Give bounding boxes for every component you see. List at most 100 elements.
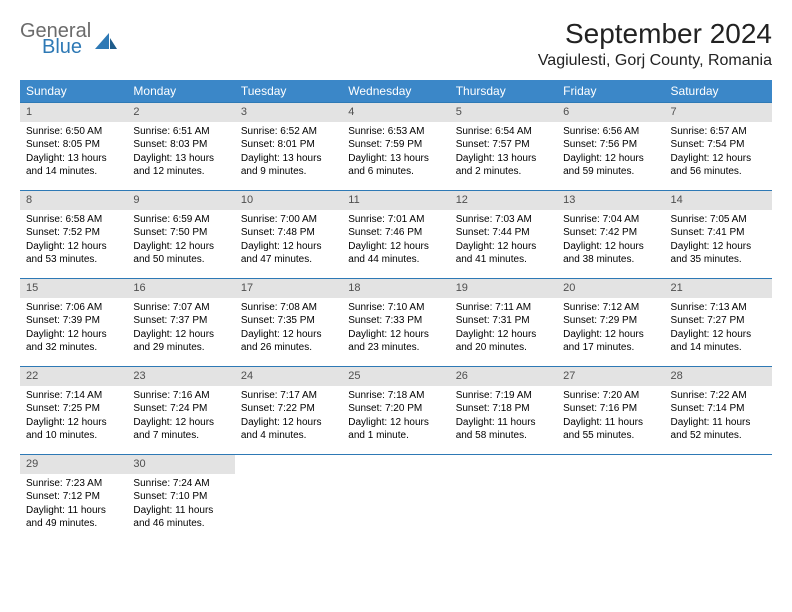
day-body: Sunrise: 7:13 AMSunset: 7:27 PMDaylight:… bbox=[665, 298, 772, 361]
sunrise-line: Sunrise: 7:13 AM bbox=[671, 301, 766, 315]
day-cell: 11Sunrise: 7:01 AMSunset: 7:46 PMDayligh… bbox=[342, 191, 449, 279]
day-cell: 2Sunrise: 6:51 AMSunset: 8:03 PMDaylight… bbox=[127, 103, 234, 191]
day-number: 21 bbox=[665, 279, 772, 298]
sunset-line: Sunset: 7:57 PM bbox=[456, 138, 551, 152]
logo-blue: Blue bbox=[42, 38, 91, 56]
daylight-line: Daylight: 11 hours bbox=[563, 416, 658, 430]
day-number: 13 bbox=[557, 191, 664, 210]
sunset-line: Sunset: 7:16 PM bbox=[563, 402, 658, 416]
daylight-line: and 53 minutes. bbox=[26, 253, 121, 267]
daylight-line: Daylight: 12 hours bbox=[26, 416, 121, 430]
day-number: 30 bbox=[127, 455, 234, 474]
day-cell: 13Sunrise: 7:04 AMSunset: 7:42 PMDayligh… bbox=[557, 191, 664, 279]
daylight-line: Daylight: 13 hours bbox=[133, 152, 228, 166]
daylight-line: Daylight: 12 hours bbox=[348, 416, 443, 430]
day-body: Sunrise: 7:04 AMSunset: 7:42 PMDaylight:… bbox=[557, 210, 664, 273]
sunset-line: Sunset: 7:42 PM bbox=[563, 226, 658, 240]
day-number: 24 bbox=[235, 367, 342, 386]
sunset-line: Sunset: 7:54 PM bbox=[671, 138, 766, 152]
day-body: Sunrise: 6:57 AMSunset: 7:54 PMDaylight:… bbox=[665, 122, 772, 185]
daylight-line: Daylight: 12 hours bbox=[671, 328, 766, 342]
daylight-line: and 4 minutes. bbox=[241, 429, 336, 443]
sunset-line: Sunset: 7:10 PM bbox=[133, 490, 228, 504]
week-row: 22Sunrise: 7:14 AMSunset: 7:25 PMDayligh… bbox=[20, 367, 772, 455]
daylight-line: Daylight: 12 hours bbox=[241, 416, 336, 430]
day-number: 4 bbox=[342, 103, 449, 122]
daylight-line: Daylight: 12 hours bbox=[348, 328, 443, 342]
daylight-line: and 56 minutes. bbox=[671, 165, 766, 179]
sunrise-line: Sunrise: 6:59 AM bbox=[133, 213, 228, 227]
day-header: Thursday bbox=[450, 80, 557, 103]
daylight-line: and 46 minutes. bbox=[133, 517, 228, 531]
daylight-line: Daylight: 11 hours bbox=[133, 504, 228, 518]
daylight-line: Daylight: 12 hours bbox=[563, 240, 658, 254]
daylight-line: Daylight: 12 hours bbox=[348, 240, 443, 254]
sunset-line: Sunset: 7:50 PM bbox=[133, 226, 228, 240]
day-cell: 26Sunrise: 7:19 AMSunset: 7:18 PMDayligh… bbox=[450, 367, 557, 455]
week-row: 8Sunrise: 6:58 AMSunset: 7:52 PMDaylight… bbox=[20, 191, 772, 279]
daylight-line: and 35 minutes. bbox=[671, 253, 766, 267]
logo-sail-icon bbox=[95, 33, 117, 49]
day-body: Sunrise: 7:06 AMSunset: 7:39 PMDaylight:… bbox=[20, 298, 127, 361]
daylight-line: and 41 minutes. bbox=[456, 253, 551, 267]
day-cell: 23Sunrise: 7:16 AMSunset: 7:24 PMDayligh… bbox=[127, 367, 234, 455]
sunset-line: Sunset: 7:52 PM bbox=[26, 226, 121, 240]
sunset-line: Sunset: 7:41 PM bbox=[671, 226, 766, 240]
daylight-line: Daylight: 13 hours bbox=[26, 152, 121, 166]
sunset-line: Sunset: 7:24 PM bbox=[133, 402, 228, 416]
day-cell: 19Sunrise: 7:11 AMSunset: 7:31 PMDayligh… bbox=[450, 279, 557, 367]
sunrise-line: Sunrise: 7:07 AM bbox=[133, 301, 228, 315]
day-number: 20 bbox=[557, 279, 664, 298]
sunset-line: Sunset: 7:14 PM bbox=[671, 402, 766, 416]
daylight-line: and 52 minutes. bbox=[671, 429, 766, 443]
daylight-line: Daylight: 13 hours bbox=[348, 152, 443, 166]
day-cell: 10Sunrise: 7:00 AMSunset: 7:48 PMDayligh… bbox=[235, 191, 342, 279]
day-cell bbox=[450, 455, 557, 537]
page-header: General Blue September 2024 Vagiulesti, … bbox=[20, 18, 772, 70]
day-cell: 3Sunrise: 6:52 AMSunset: 8:01 PMDaylight… bbox=[235, 103, 342, 191]
daylight-line: and 12 minutes. bbox=[133, 165, 228, 179]
day-number: 5 bbox=[450, 103, 557, 122]
daylight-line: Daylight: 12 hours bbox=[241, 328, 336, 342]
day-cell: 1Sunrise: 6:50 AMSunset: 8:05 PMDaylight… bbox=[20, 103, 127, 191]
daylight-line: and 23 minutes. bbox=[348, 341, 443, 355]
daylight-line: and 58 minutes. bbox=[456, 429, 551, 443]
daylight-line: Daylight: 11 hours bbox=[671, 416, 766, 430]
sunrise-line: Sunrise: 6:58 AM bbox=[26, 213, 121, 227]
sunrise-line: Sunrise: 7:08 AM bbox=[241, 301, 336, 315]
daylight-line: and 14 minutes. bbox=[671, 341, 766, 355]
day-number: 12 bbox=[450, 191, 557, 210]
sunset-line: Sunset: 8:03 PM bbox=[133, 138, 228, 152]
daylight-line: Daylight: 12 hours bbox=[671, 240, 766, 254]
day-body: Sunrise: 6:54 AMSunset: 7:57 PMDaylight:… bbox=[450, 122, 557, 185]
day-body: Sunrise: 6:51 AMSunset: 8:03 PMDaylight:… bbox=[127, 122, 234, 185]
sunrise-line: Sunrise: 7:24 AM bbox=[133, 477, 228, 491]
sunrise-line: Sunrise: 7:05 AM bbox=[671, 213, 766, 227]
day-number: 19 bbox=[450, 279, 557, 298]
day-number: 27 bbox=[557, 367, 664, 386]
day-number: 2 bbox=[127, 103, 234, 122]
day-body: Sunrise: 6:53 AMSunset: 7:59 PMDaylight:… bbox=[342, 122, 449, 185]
sunrise-line: Sunrise: 7:10 AM bbox=[348, 301, 443, 315]
day-cell: 25Sunrise: 7:18 AMSunset: 7:20 PMDayligh… bbox=[342, 367, 449, 455]
daylight-line: and 1 minute. bbox=[348, 429, 443, 443]
day-body: Sunrise: 7:05 AMSunset: 7:41 PMDaylight:… bbox=[665, 210, 772, 273]
sunrise-line: Sunrise: 6:53 AM bbox=[348, 125, 443, 139]
daylight-line: and 6 minutes. bbox=[348, 165, 443, 179]
sunset-line: Sunset: 7:59 PM bbox=[348, 138, 443, 152]
day-body: Sunrise: 7:22 AMSunset: 7:14 PMDaylight:… bbox=[665, 386, 772, 449]
sunset-line: Sunset: 7:44 PM bbox=[456, 226, 551, 240]
sunset-line: Sunset: 7:25 PM bbox=[26, 402, 121, 416]
day-cell: 21Sunrise: 7:13 AMSunset: 7:27 PMDayligh… bbox=[665, 279, 772, 367]
day-body: Sunrise: 6:50 AMSunset: 8:05 PMDaylight:… bbox=[20, 122, 127, 185]
daylight-line: and 17 minutes. bbox=[563, 341, 658, 355]
daylight-line: and 50 minutes. bbox=[133, 253, 228, 267]
daylight-line: Daylight: 12 hours bbox=[133, 328, 228, 342]
sunrise-line: Sunrise: 7:20 AM bbox=[563, 389, 658, 403]
day-cell: 6Sunrise: 6:56 AMSunset: 7:56 PMDaylight… bbox=[557, 103, 664, 191]
daylight-line: and 14 minutes. bbox=[26, 165, 121, 179]
day-body: Sunrise: 7:19 AMSunset: 7:18 PMDaylight:… bbox=[450, 386, 557, 449]
day-number: 3 bbox=[235, 103, 342, 122]
day-number: 10 bbox=[235, 191, 342, 210]
day-body: Sunrise: 7:11 AMSunset: 7:31 PMDaylight:… bbox=[450, 298, 557, 361]
